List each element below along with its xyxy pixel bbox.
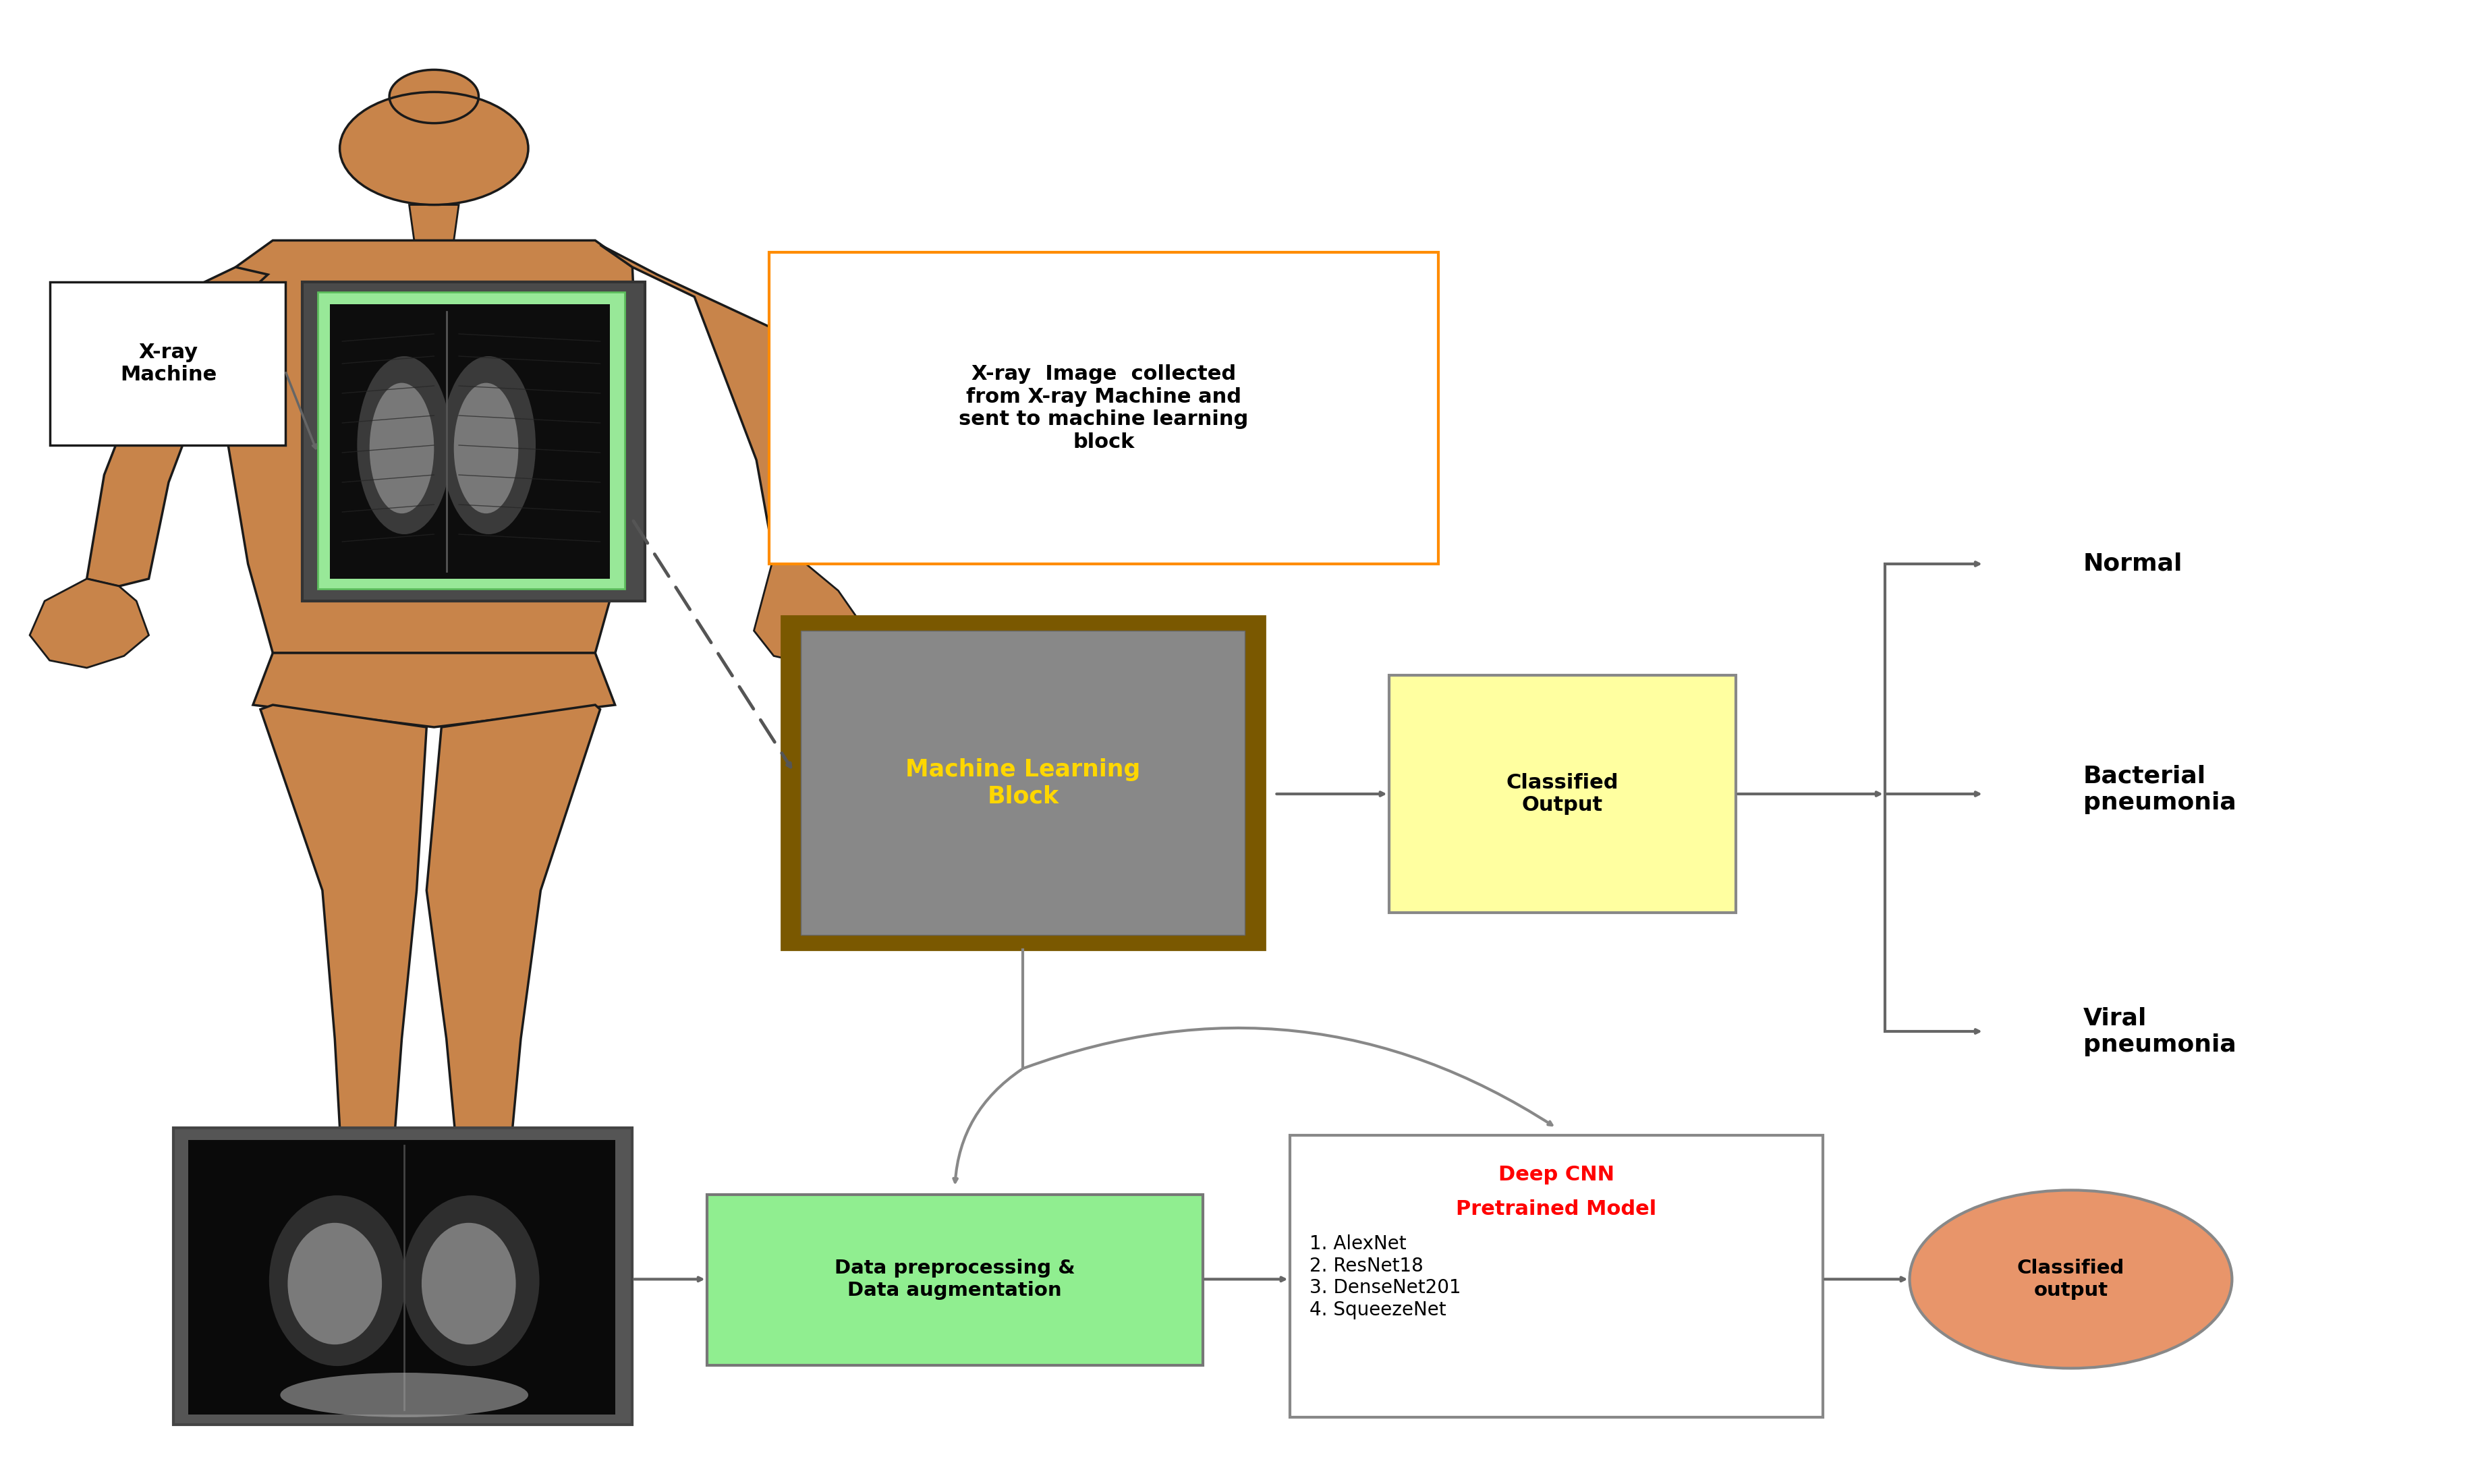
Ellipse shape <box>422 1223 516 1345</box>
FancyBboxPatch shape <box>801 631 1245 935</box>
Polygon shape <box>754 556 863 665</box>
Ellipse shape <box>370 383 434 513</box>
FancyBboxPatch shape <box>330 304 610 579</box>
Polygon shape <box>600 245 831 564</box>
Polygon shape <box>87 267 268 586</box>
FancyBboxPatch shape <box>50 282 285 445</box>
Text: Classified
Output: Classified Output <box>1505 773 1619 815</box>
FancyBboxPatch shape <box>769 252 1438 564</box>
Ellipse shape <box>454 383 518 513</box>
Text: Bacterial
pneumonia: Bacterial pneumonia <box>2083 764 2237 815</box>
Circle shape <box>340 92 528 205</box>
Text: Classified
output: Classified output <box>2016 1258 2125 1300</box>
Polygon shape <box>260 705 427 1180</box>
FancyBboxPatch shape <box>707 1195 1203 1365</box>
FancyBboxPatch shape <box>781 616 1265 950</box>
Polygon shape <box>30 579 149 668</box>
FancyBboxPatch shape <box>1389 675 1736 913</box>
FancyBboxPatch shape <box>174 1128 632 1425</box>
Circle shape <box>389 70 479 123</box>
Text: Machine Learning
Block: Machine Learning Block <box>905 758 1141 807</box>
FancyBboxPatch shape <box>1290 1135 1823 1417</box>
Ellipse shape <box>441 356 536 534</box>
Ellipse shape <box>280 1373 528 1417</box>
Text: Viral
pneumonia: Viral pneumonia <box>2083 1006 2237 1057</box>
Text: Pretrained Model: Pretrained Model <box>1456 1199 1657 1218</box>
Text: X-ray  Image  collected
from X-ray Machine and
sent to machine learning
block: X-ray Image collected from X-ray Machine… <box>960 364 1247 451</box>
Ellipse shape <box>288 1223 382 1345</box>
Polygon shape <box>228 240 640 653</box>
Ellipse shape <box>357 356 451 534</box>
FancyBboxPatch shape <box>317 292 625 589</box>
Ellipse shape <box>1910 1190 2232 1368</box>
Text: 1. AlexNet
2. ResNet18
3. DenseNet201
4. SqueezeNet: 1. AlexNet 2. ResNet18 3. DenseNet201 4.… <box>1309 1235 1461 1319</box>
FancyBboxPatch shape <box>188 1140 615 1414</box>
Polygon shape <box>427 705 600 1180</box>
Ellipse shape <box>402 1196 541 1365</box>
Text: Data preprocessing &
Data augmentation: Data preprocessing & Data augmentation <box>833 1258 1076 1300</box>
FancyBboxPatch shape <box>303 282 645 601</box>
Text: Deep CNN: Deep CNN <box>1498 1165 1614 1184</box>
Polygon shape <box>409 205 459 240</box>
Polygon shape <box>253 653 615 727</box>
Ellipse shape <box>268 1196 407 1365</box>
Text: X-ray
Machine: X-ray Machine <box>122 343 216 384</box>
Text: Normal: Normal <box>2083 552 2182 576</box>
